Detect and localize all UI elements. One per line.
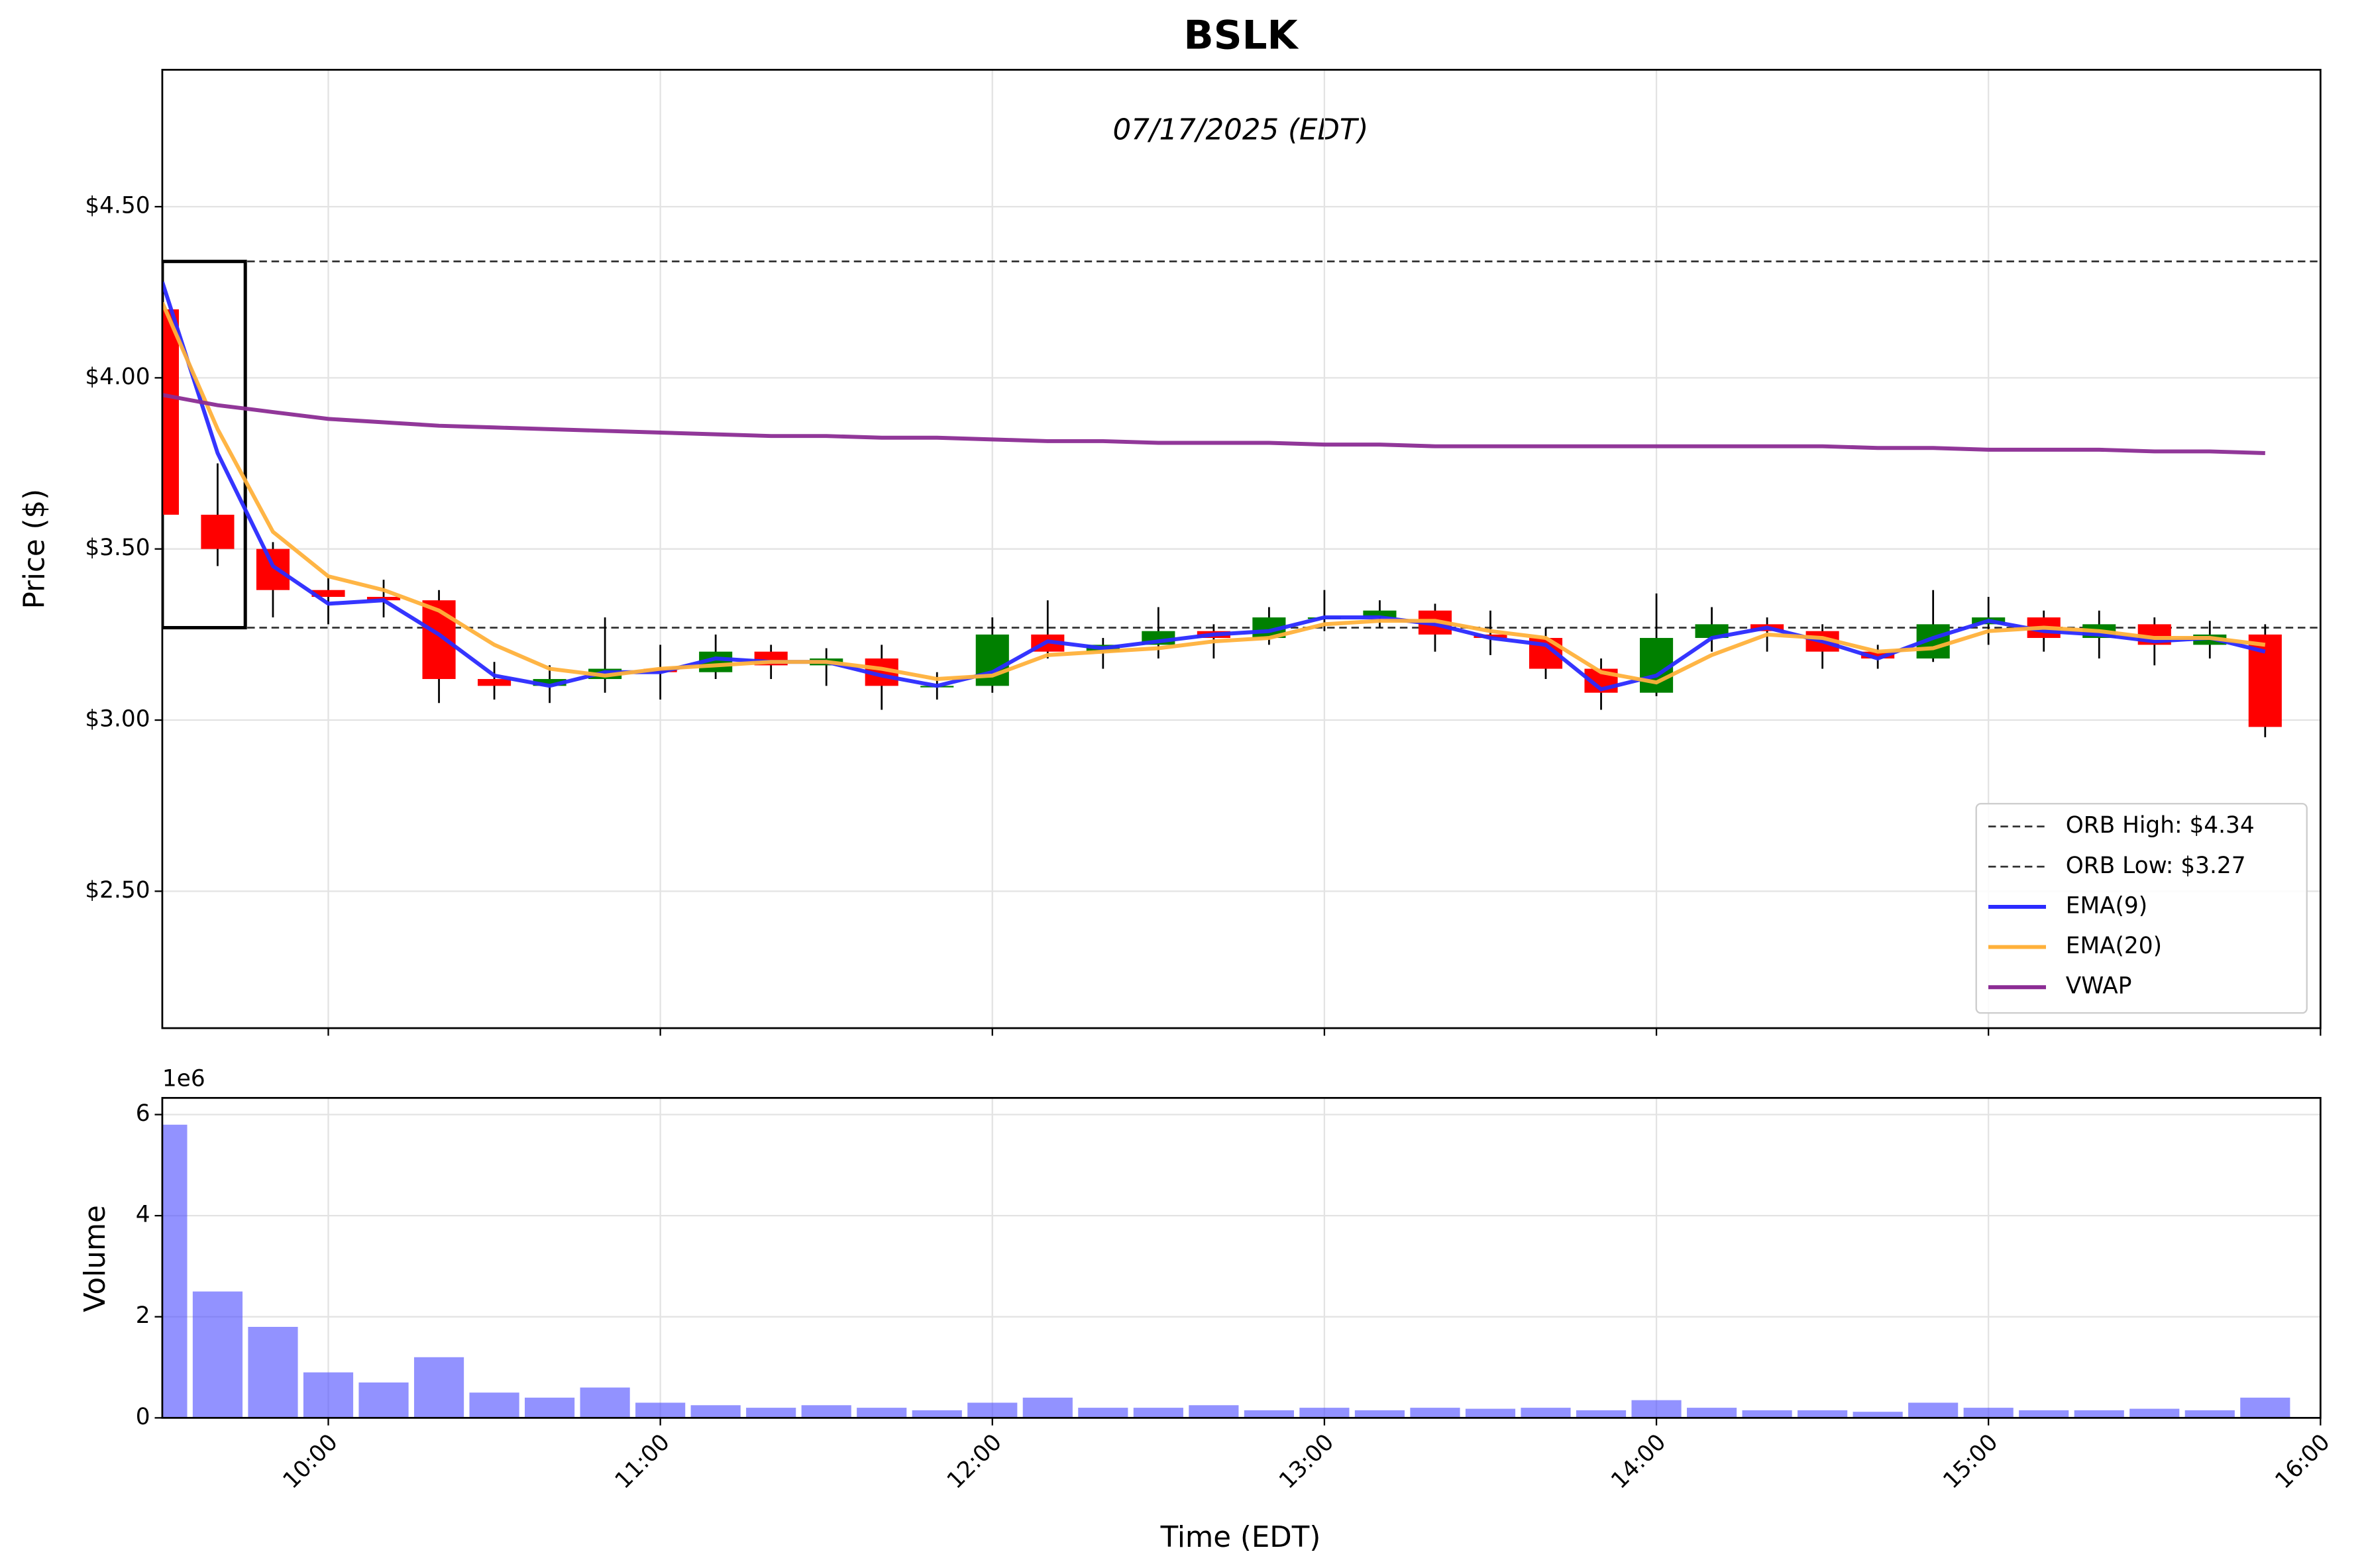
volume-bar bbox=[801, 1405, 851, 1418]
volume-bar bbox=[2240, 1397, 2290, 1418]
volume-bar bbox=[1963, 1408, 2014, 1418]
volume-offset-label: 1e6 bbox=[162, 1065, 205, 1092]
volume-axis-label: Volume bbox=[79, 1205, 112, 1312]
volume-bar bbox=[1410, 1408, 1460, 1418]
volume-bar bbox=[1189, 1405, 1239, 1418]
line-series bbox=[162, 301, 2266, 685]
x-axis-label: Time (EDT) bbox=[1160, 1521, 1321, 1554]
volume-bar bbox=[967, 1402, 1018, 1418]
x-tick-label: 15:00 bbox=[1938, 1429, 2003, 1494]
y-axis-label: Price ($) bbox=[18, 489, 51, 609]
volume-bar bbox=[358, 1382, 409, 1418]
volume-bar bbox=[746, 1408, 796, 1418]
volume-bar bbox=[857, 1408, 907, 1418]
volume-bar bbox=[192, 1291, 243, 1418]
legend-label: ORB Low: $3.27 bbox=[2066, 853, 2246, 879]
volume-bar bbox=[248, 1326, 298, 1418]
price-plot bbox=[162, 260, 2321, 737]
y-tick-label: $4.50 bbox=[85, 193, 150, 219]
y-tick-label: $2.50 bbox=[85, 877, 150, 904]
price-grid bbox=[162, 70, 2322, 1029]
volume-frame bbox=[161, 1096, 2322, 1419]
line-series bbox=[162, 393, 2265, 455]
volume-bar bbox=[1576, 1410, 1627, 1418]
candle-body bbox=[422, 600, 456, 680]
axes: 10:00 11:00 12:00 13:00 14:00 15:00 16:00 $2.50… bbox=[85, 68, 2336, 1494]
y-tick-label: $3.00 bbox=[85, 706, 150, 733]
y-tick-label: 4 bbox=[136, 1202, 150, 1228]
x-tick-label: 16:00 bbox=[2270, 1429, 2335, 1494]
volume-bar bbox=[1908, 1402, 1959, 1418]
volume-bar bbox=[1078, 1408, 1128, 1418]
volume-bar bbox=[1742, 1410, 1792, 1418]
orb-box bbox=[162, 260, 247, 630]
volume-bar bbox=[1354, 1410, 1405, 1418]
y-tick-label: $3.50 bbox=[85, 535, 150, 561]
volume-bar bbox=[1465, 1408, 1516, 1418]
legend-label: EMA(9) bbox=[2066, 892, 2147, 919]
legend-box bbox=[1975, 803, 2308, 1014]
legend-label: VWAP bbox=[2066, 973, 2132, 1000]
volume-bar bbox=[580, 1387, 630, 1418]
legend-label: EMA(20) bbox=[2066, 933, 2162, 959]
candle-body bbox=[533, 679, 566, 686]
candle-body bbox=[311, 590, 345, 598]
legend: ORB High: $4.34 ORB Low: $3.27 EMA(9) EMA(2… bbox=[1975, 803, 2308, 1014]
candle-body bbox=[1363, 610, 1397, 618]
volume-bar bbox=[1244, 1410, 1294, 1418]
candle-body bbox=[478, 679, 511, 686]
y-tick-label: $4.00 bbox=[85, 364, 150, 390]
x-tick-label: 11:00 bbox=[610, 1429, 675, 1494]
x-tick-label: 13:00 bbox=[1274, 1429, 1339, 1494]
y-tick-label: 0 bbox=[136, 1404, 150, 1430]
volume-grid bbox=[162, 1098, 2322, 1419]
volume-bar bbox=[1686, 1408, 1737, 1418]
volume-bar bbox=[1631, 1400, 1682, 1418]
volume-bar bbox=[912, 1410, 962, 1418]
x-tick-label: 12:00 bbox=[942, 1429, 1007, 1494]
y-tick-label: 6 bbox=[136, 1100, 150, 1127]
volume-bar bbox=[2074, 1410, 2124, 1418]
volume-bar bbox=[1853, 1412, 1903, 1418]
chart-subtitle: 07/17/2025 (EDT) bbox=[1113, 114, 1369, 147]
volume-bar bbox=[469, 1392, 519, 1418]
volume-bar bbox=[2184, 1410, 2235, 1418]
volume-bar bbox=[1133, 1408, 1183, 1418]
volume-bar bbox=[525, 1397, 575, 1418]
candle-body bbox=[256, 549, 290, 590]
volume-bar bbox=[2019, 1410, 2069, 1418]
volume-bar bbox=[690, 1405, 741, 1418]
candle-body bbox=[162, 309, 179, 515]
volume-bar bbox=[1022, 1397, 1073, 1418]
volume-plot bbox=[162, 1124, 2290, 1418]
x-tick-label: 14:00 bbox=[1606, 1429, 1671, 1494]
volume-bar bbox=[303, 1372, 354, 1418]
volume-bar bbox=[2129, 1408, 2180, 1418]
volume-bar bbox=[413, 1357, 464, 1418]
candle-body bbox=[1861, 651, 1895, 659]
chart-title: BSLK bbox=[1183, 13, 1299, 58]
volume-bar bbox=[1521, 1408, 1571, 1418]
volume-bar bbox=[162, 1124, 188, 1418]
x-tick-label: 10:00 bbox=[278, 1429, 343, 1494]
legend-label: ORB High: $4.34 bbox=[2066, 812, 2255, 839]
y-tick-label: 2 bbox=[136, 1302, 150, 1329]
volume-bar bbox=[1299, 1408, 1350, 1418]
line-series bbox=[162, 281, 2266, 692]
volume-bar bbox=[635, 1402, 686, 1418]
volume-bar bbox=[1798, 1410, 1848, 1418]
candle-body bbox=[201, 515, 235, 549]
